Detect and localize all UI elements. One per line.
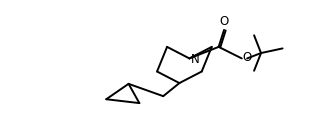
Text: O: O <box>243 51 252 64</box>
Text: N: N <box>191 53 200 66</box>
Text: O: O <box>219 15 229 28</box>
